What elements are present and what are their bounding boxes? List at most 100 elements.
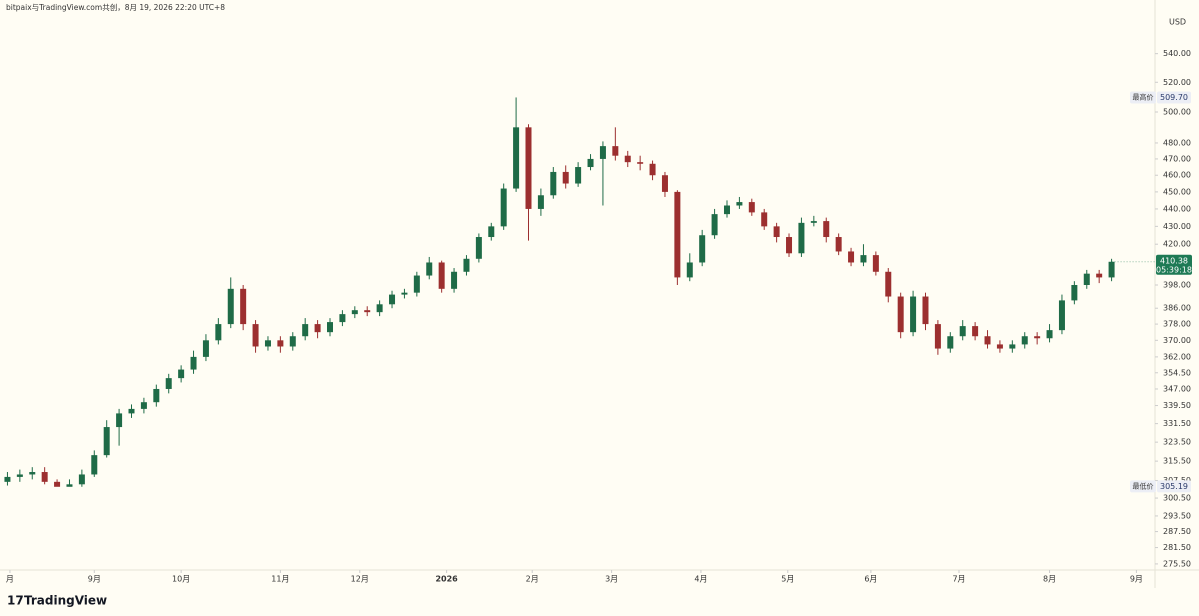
candle-body xyxy=(661,175,668,192)
marker-value: 509.70 xyxy=(1160,93,1188,102)
y-tick-label: 520.00 xyxy=(1163,78,1191,87)
x-tick-label: 9月 xyxy=(1130,575,1143,584)
candle-body xyxy=(513,127,520,189)
candle-body xyxy=(29,472,36,475)
candle-body xyxy=(823,221,830,238)
y-tick-label: 440.00 xyxy=(1163,204,1191,213)
last-price-box xyxy=(1156,254,1192,275)
candle-body xyxy=(488,226,495,238)
candle-body xyxy=(426,262,433,276)
y-tick-label: 378.00 xyxy=(1163,320,1191,329)
candle-body xyxy=(922,296,929,325)
candle-body xyxy=(264,340,271,347)
candle-body xyxy=(103,427,110,456)
candle-body xyxy=(500,188,507,227)
x-tick-label: 11月 xyxy=(271,575,289,584)
y-tick-label: 293.50 xyxy=(1163,511,1191,520)
y-tick-label: 450.00 xyxy=(1163,187,1191,196)
candle-body xyxy=(1046,330,1053,339)
y-tick-label: 323.50 xyxy=(1163,438,1191,447)
candle-body xyxy=(1071,285,1078,301)
candle-body xyxy=(351,310,358,315)
candle-body xyxy=(996,344,1003,349)
y-tick-label: 287.50 xyxy=(1163,527,1191,536)
candle-body xyxy=(277,340,284,347)
y-tick-label: 470.00 xyxy=(1163,154,1191,163)
candle-body xyxy=(91,455,98,475)
candle-body xyxy=(711,214,718,236)
candle-body xyxy=(190,356,197,370)
candle-body xyxy=(599,146,606,159)
x-tick-label: 10月 xyxy=(172,575,190,584)
candle-body xyxy=(54,481,61,487)
candle-body xyxy=(66,484,73,487)
candle-body xyxy=(314,324,321,333)
candle-body xyxy=(252,324,259,347)
candle-body xyxy=(637,162,644,164)
x-tick-label: 6月 xyxy=(864,575,877,584)
candles xyxy=(4,97,1115,487)
y-tick-label: 347.00 xyxy=(1163,384,1191,393)
x-tick-label: 8月 xyxy=(1043,575,1056,584)
candle-body xyxy=(972,326,979,337)
candle-body xyxy=(786,237,793,254)
candle-body xyxy=(835,237,842,252)
x-tick-label: 2026 xyxy=(435,575,458,584)
y-tick-label: 420.00 xyxy=(1163,240,1191,249)
y-tick-label: 362.00 xyxy=(1163,352,1191,361)
candle-body xyxy=(165,378,172,389)
candle-body xyxy=(215,324,222,341)
y-tick-label: 339.50 xyxy=(1163,401,1191,410)
candle-body xyxy=(16,474,23,477)
candle-body xyxy=(537,195,544,209)
candle-body xyxy=(401,292,408,295)
attribution: bitpaix与TradingView.com共创，8月 19, 2026 22… xyxy=(6,2,225,12)
y-tick-label: 398.00 xyxy=(1163,281,1191,290)
candle-body xyxy=(624,155,631,163)
x-tick-label: 7月 xyxy=(952,575,965,584)
candle-body xyxy=(1021,336,1028,345)
candle-body xyxy=(1058,300,1065,331)
x-tick-label: 4月 xyxy=(694,575,707,584)
candle-body xyxy=(798,222,805,254)
marker-name-box xyxy=(1130,91,1156,104)
candle-body xyxy=(723,205,730,215)
candle-body xyxy=(562,171,569,184)
candle-body xyxy=(897,296,904,333)
candle-body xyxy=(612,146,619,156)
marker-name-box xyxy=(1130,480,1156,493)
candle-body xyxy=(1009,344,1016,349)
candle-body xyxy=(153,388,160,403)
y-tick-label: 354.50 xyxy=(1163,368,1191,377)
y-tick-label: 540.00 xyxy=(1163,49,1191,58)
y-tick-label: 315.50 xyxy=(1163,457,1191,466)
countdown: 05:39:18 xyxy=(1156,265,1192,274)
candle-body xyxy=(4,476,11,482)
candle-body xyxy=(289,336,296,347)
candle-body xyxy=(872,255,879,272)
candle-body xyxy=(810,221,817,223)
candle-body xyxy=(202,340,209,357)
candle-body xyxy=(575,167,582,184)
x-tick-label: 5月 xyxy=(781,575,794,584)
candle-body xyxy=(1108,261,1115,278)
candle-body xyxy=(910,296,917,333)
candle-body xyxy=(178,369,185,379)
last-price: 410.38 xyxy=(1160,256,1188,265)
candle-body xyxy=(885,271,892,297)
candle-body xyxy=(934,324,941,349)
candle-body xyxy=(475,237,482,259)
candle-body xyxy=(761,212,768,227)
candle-body xyxy=(227,288,234,325)
candle-body xyxy=(128,408,135,414)
candle-body xyxy=(525,127,532,209)
candle-body xyxy=(339,314,346,323)
candle-body xyxy=(302,324,309,337)
candle-body xyxy=(674,191,681,278)
marker-name: 最高价 xyxy=(1133,92,1154,101)
candle-body xyxy=(438,262,445,289)
candle-body xyxy=(736,202,743,206)
logo-mark: 17 xyxy=(7,594,24,608)
marker-value-box xyxy=(1157,480,1191,493)
